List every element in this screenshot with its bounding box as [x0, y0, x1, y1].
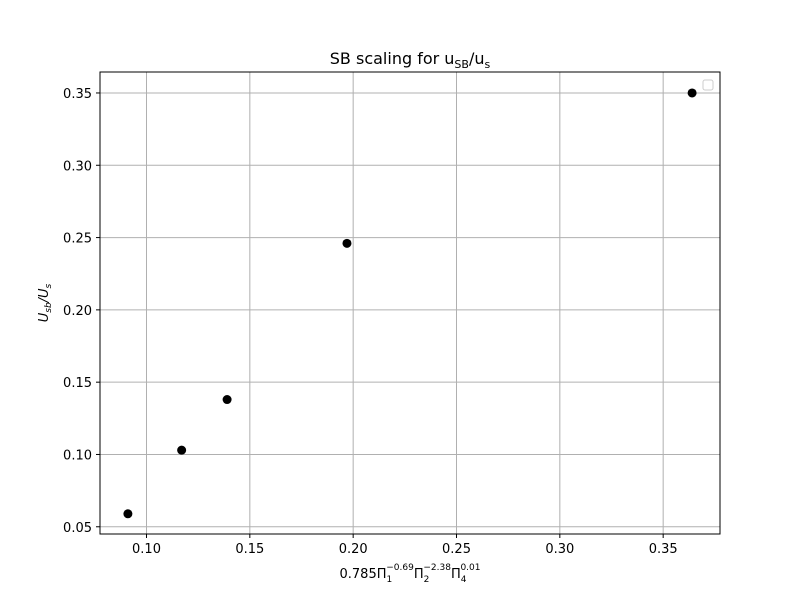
y-tick-label: 0.25 — [63, 232, 92, 247]
scatter-point — [222, 395, 232, 405]
data-points — [123, 88, 697, 519]
x-tick-label: 0.15 — [235, 542, 264, 557]
x-tick-label: 0.10 — [132, 542, 161, 557]
axes-frame — [99, 71, 721, 535]
x-axis-label: 0.785Π1−0.69Π2−2.38Π40.01 — [340, 563, 481, 585]
scatter-point — [123, 509, 133, 519]
y-tick-label: 0.35 — [63, 87, 92, 102]
y-tick-label: 0.05 — [63, 521, 92, 536]
chart-title: SB scaling for uSB/us — [330, 49, 491, 71]
x-tick-label: 0.35 — [649, 542, 678, 557]
y-axis-ticks: 0.05 0.10 0.15 0.20 0.25 0.30 0.35 — [63, 87, 100, 536]
x-tick-label: 0.20 — [339, 542, 368, 557]
y-tick-label: 0.15 — [63, 376, 92, 391]
y-tick-label: 0.30 — [63, 159, 92, 174]
x-tick-label: 0.25 — [442, 542, 471, 557]
plot-area — [100, 72, 720, 534]
scatter-point — [177, 445, 187, 455]
x-tick-label: 0.30 — [545, 542, 574, 557]
y-tick-label: 0.20 — [63, 304, 92, 319]
y-tick-label: 0.10 — [63, 448, 92, 463]
grid-lines — [100, 72, 720, 534]
legend-box — [702, 79, 714, 91]
scatter-point — [687, 88, 697, 98]
x-axis-ticks: 0.10 0.15 0.20 0.25 0.30 0.35 — [132, 534, 678, 557]
y-axis-label: Usb/Us — [37, 283, 54, 322]
scatter-point — [342, 238, 352, 248]
